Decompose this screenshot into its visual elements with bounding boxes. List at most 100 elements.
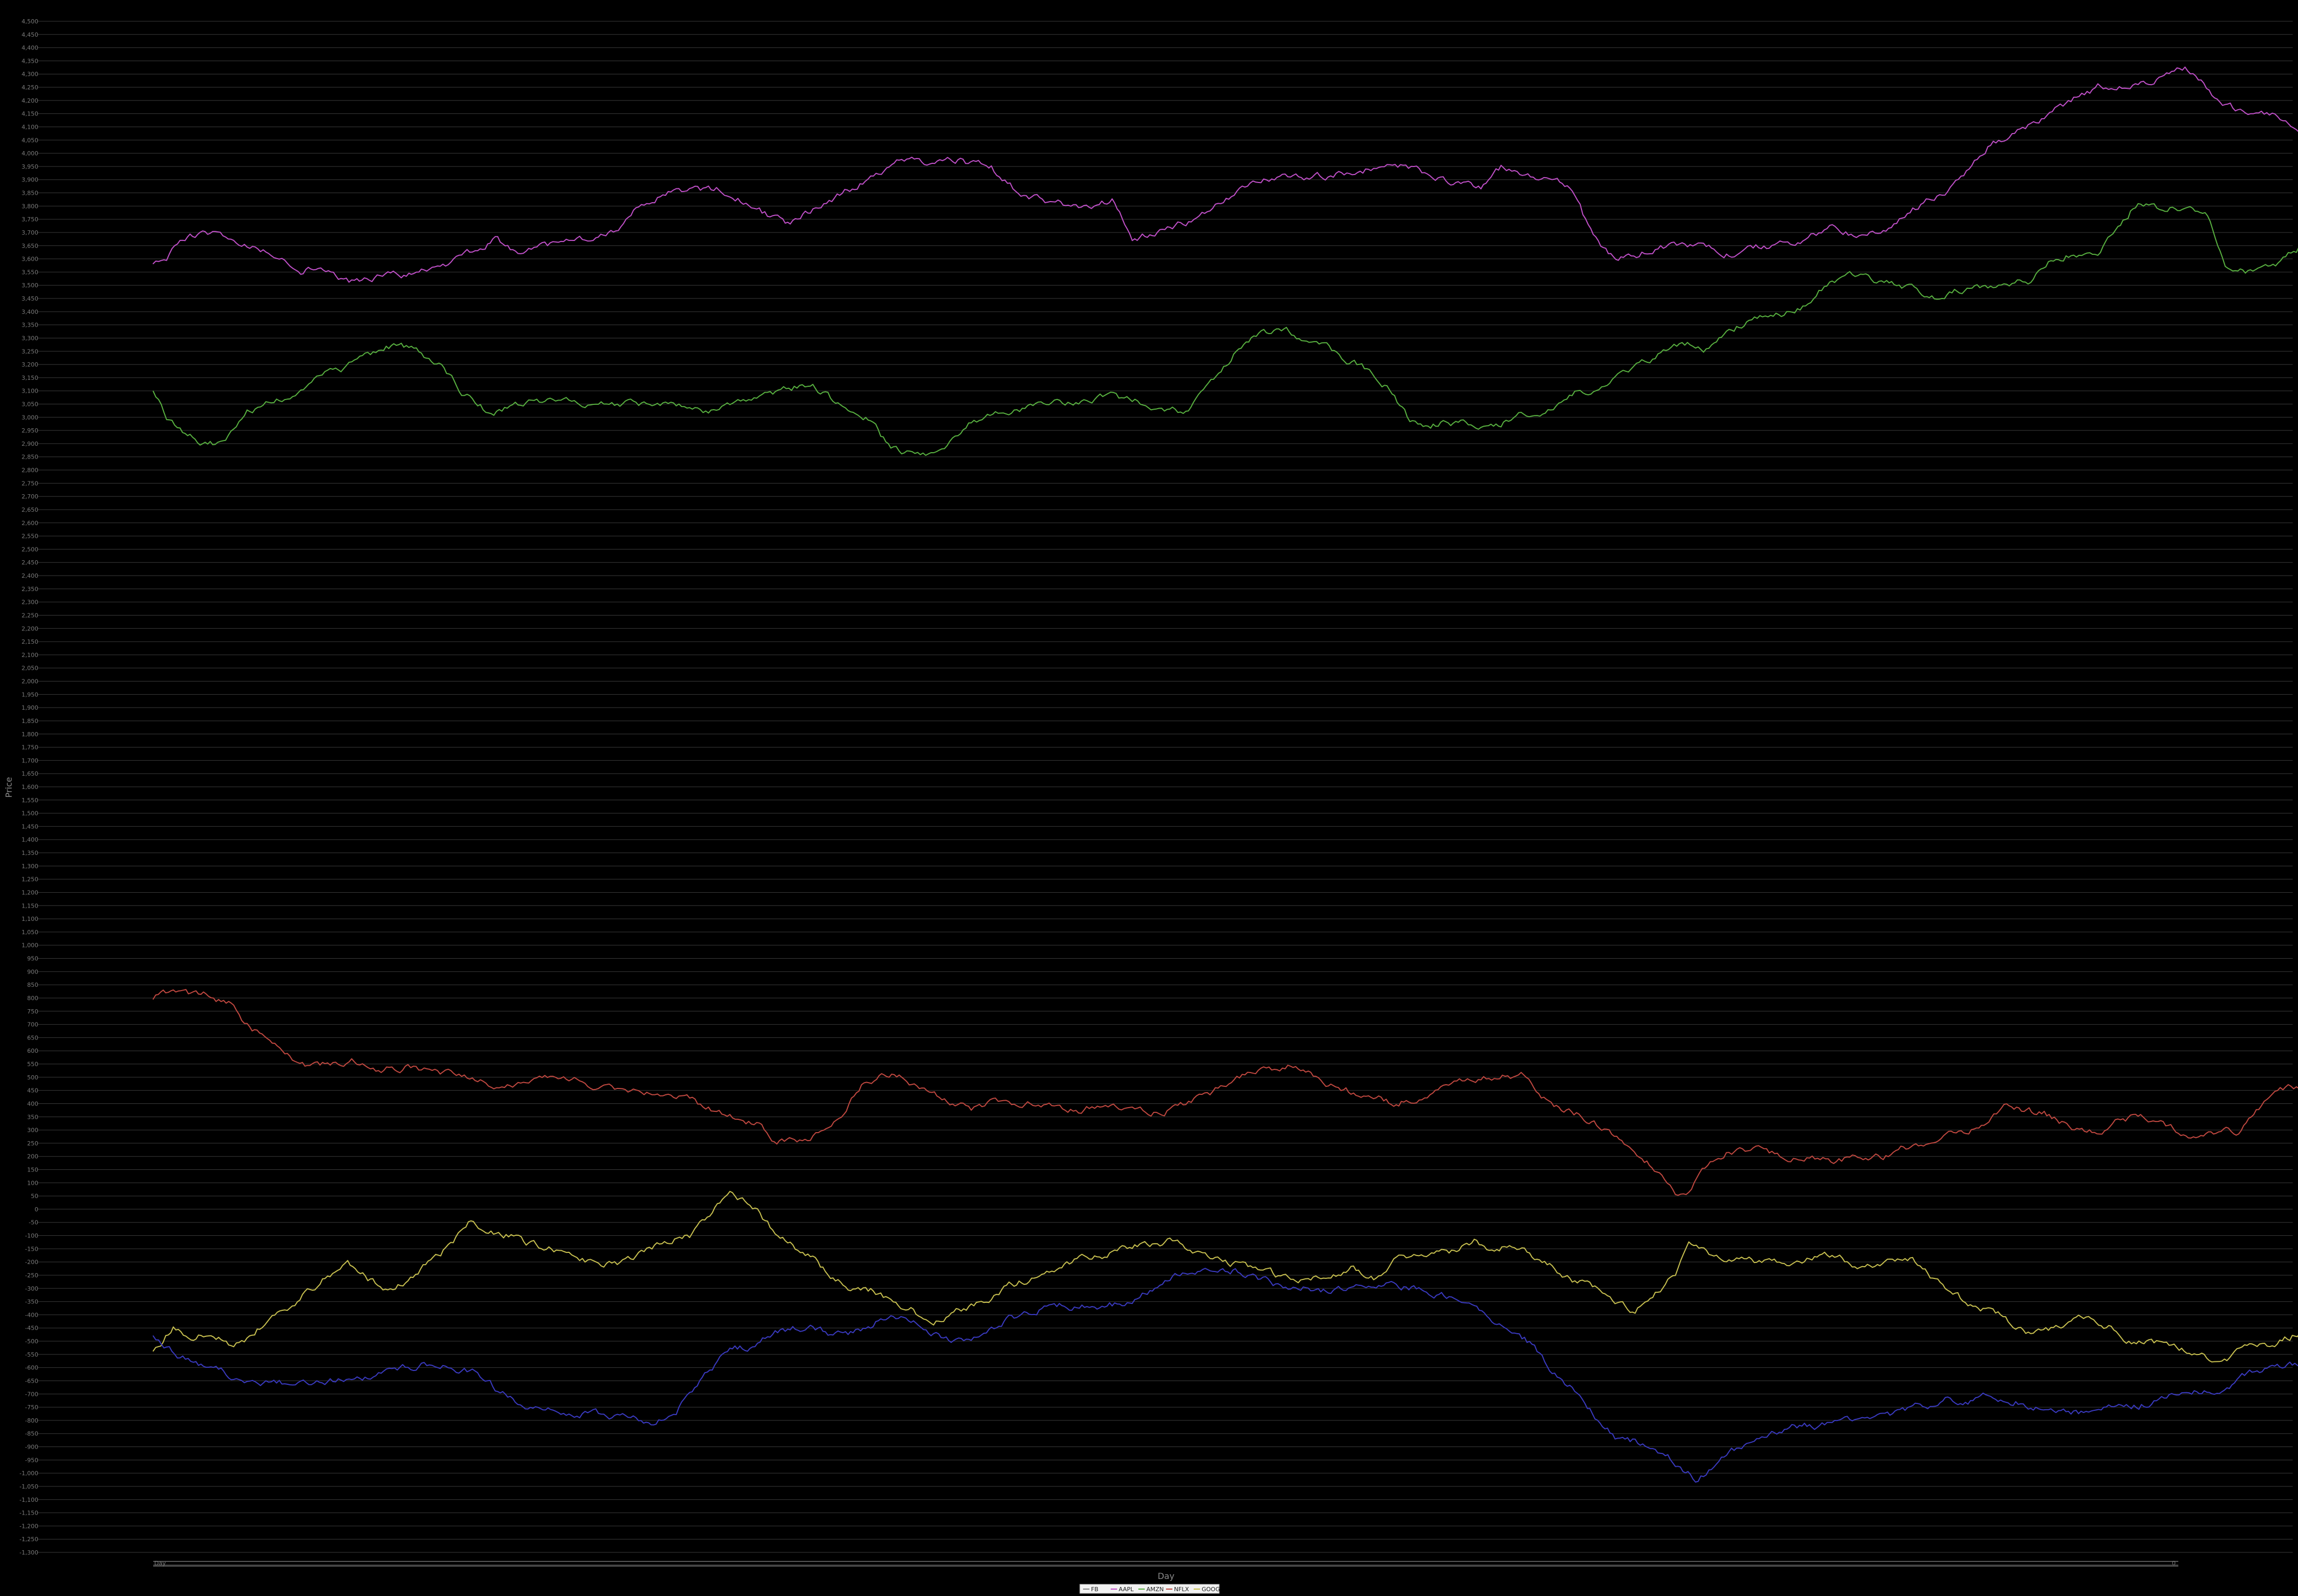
y-tick-label: 2,700 <box>22 493 39 500</box>
y-tick-label: 700 <box>27 1021 38 1028</box>
y-tick-label: 3,200 <box>22 361 39 368</box>
y-tick-label: 1,150 <box>22 902 39 909</box>
y-tick-label: -550 <box>25 1351 38 1358</box>
y-tick-label: -750 <box>25 1404 38 1411</box>
y-tick-label: 3,600 <box>22 256 39 263</box>
y-tick-label: 4,250 <box>22 84 39 91</box>
series-lines <box>153 66 2298 1483</box>
y-axis-title: Price <box>4 777 14 797</box>
y-tick-label: 100 <box>27 1179 38 1186</box>
y-tick-label: -400 <box>25 1311 38 1318</box>
y-tick-label: -350 <box>25 1299 38 1306</box>
y-tick-label: 1,350 <box>22 850 39 857</box>
y-tick-label: 4,100 <box>22 123 39 130</box>
y-tick-label: 2,800 <box>22 467 39 474</box>
y-tick-label: 150 <box>27 1167 38 1174</box>
y-tick-label: -1,050 <box>20 1483 38 1490</box>
y-tick-label: 2,750 <box>22 480 39 487</box>
y-tick-label: 4,000 <box>22 150 39 157</box>
y-tick-label: 2,100 <box>22 652 39 659</box>
y-tick-label: -100 <box>25 1233 38 1240</box>
y-tick-label: 3,450 <box>22 295 39 302</box>
y-tick-label: 2,400 <box>22 572 39 579</box>
y-tick-label: 3,150 <box>22 375 39 381</box>
y-tick-label: 4,300 <box>22 71 39 78</box>
y-tick-label: 3,550 <box>22 269 39 276</box>
y-tick-label: -650 <box>25 1377 38 1384</box>
y-tick-label: 2,550 <box>22 533 39 540</box>
y-tick-label: 650 <box>27 1034 38 1041</box>
y-tick-label: -700 <box>25 1391 38 1398</box>
y-tick-label: 900 <box>27 968 38 975</box>
y-tick-label: 500 <box>27 1074 38 1081</box>
y-tick-label: 3,050 <box>22 401 39 408</box>
y-tick-label: 1,650 <box>22 770 39 777</box>
series-line-amzn <box>153 203 2298 456</box>
y-tick-label: 1,100 <box>22 916 39 922</box>
y-tick-label: 800 <box>27 995 38 1002</box>
y-tick-label: 3,650 <box>22 243 39 250</box>
y-tick-label: 3,500 <box>22 282 39 289</box>
y-tick-label: 1,050 <box>22 929 39 936</box>
y-tick-label: 3,350 <box>22 322 39 329</box>
y-tick-label: -950 <box>25 1457 38 1464</box>
y-tick-label: -300 <box>25 1285 38 1292</box>
y-tick-label: -1,150 <box>20 1510 38 1517</box>
y-tick-label: -250 <box>25 1272 38 1279</box>
y-tick-label: 1,800 <box>22 731 39 738</box>
y-tick-label: 1,500 <box>22 810 39 817</box>
y-tick-label: 1,600 <box>22 784 39 791</box>
y-tick-label: 2,350 <box>22 586 39 593</box>
y-tick-label: 4,050 <box>22 137 39 144</box>
y-tick-label: 1,550 <box>22 797 39 804</box>
y-tick-label: 4,150 <box>22 111 39 118</box>
y-tick-label: 3,100 <box>22 388 39 395</box>
y-tick-label: 250 <box>27 1140 38 1147</box>
y-tick-label: -1,000 <box>20 1470 38 1477</box>
legend-entry[interactable]: NFLX <box>1174 1586 1189 1593</box>
y-tick-label: 3,950 <box>22 163 39 170</box>
y-tick-label: 350 <box>27 1113 38 1120</box>
y-tick-label: 2,950 <box>22 427 39 434</box>
legend-entry[interactable]: FB <box>1091 1586 1098 1593</box>
y-tick-label: -500 <box>25 1338 38 1345</box>
x-axis-start-label: Day <box>154 1560 166 1567</box>
y-tick-label: 3,800 <box>22 203 39 210</box>
y-tick-label: 1,700 <box>22 757 39 764</box>
legend-entry[interactable]: AAPL <box>1119 1586 1134 1593</box>
y-tick-label: 4,200 <box>22 97 39 104</box>
y-tick-label: 2,500 <box>22 546 39 553</box>
y-tick-label: 450 <box>27 1087 38 1094</box>
y-tick-label: 4,450 <box>22 31 39 38</box>
y-tick-label: -600 <box>25 1365 38 1371</box>
y-tick-label: 3,850 <box>22 190 39 197</box>
legend-entry[interactable]: GOOG <box>1202 1586 1220 1593</box>
y-tick-label: 2,450 <box>22 559 39 566</box>
series-line-nflx <box>153 989 2298 1196</box>
x-axis-end-label: 0 <box>2172 1560 2176 1567</box>
y-tick-label: 2,300 <box>22 599 39 606</box>
y-tick-label: 1,300 <box>22 863 39 870</box>
y-tick-label: 600 <box>27 1048 38 1054</box>
y-tick-label: 950 <box>27 955 38 962</box>
y-tick-label: -850 <box>25 1431 38 1437</box>
y-tick-label: 750 <box>27 1008 38 1015</box>
y-tick-label: 2,050 <box>22 665 39 672</box>
legend-entry[interactable]: AMZN <box>1146 1586 1164 1593</box>
y-tick-label: 3,750 <box>22 216 39 223</box>
y-tick-label: 1,200 <box>22 889 39 896</box>
legend-background <box>1079 1584 1220 1594</box>
y-tick-label: -800 <box>25 1417 38 1424</box>
series-line-aapl <box>153 66 2298 283</box>
axes: Day 0 Day Price <box>4 777 2178 1581</box>
y-tick-label: 4,500 <box>22 18 39 25</box>
y-tick-label: -900 <box>25 1444 38 1451</box>
y-tick-label: -1,200 <box>20 1523 38 1530</box>
gridlines <box>37 21 2293 1553</box>
y-tick-label: 200 <box>27 1153 38 1160</box>
y-tick-label: -150 <box>25 1245 38 1252</box>
y-tick-label: 2,150 <box>22 638 39 645</box>
y-tick-label: 1,900 <box>22 704 39 711</box>
y-tick-label: -1,100 <box>20 1497 38 1503</box>
